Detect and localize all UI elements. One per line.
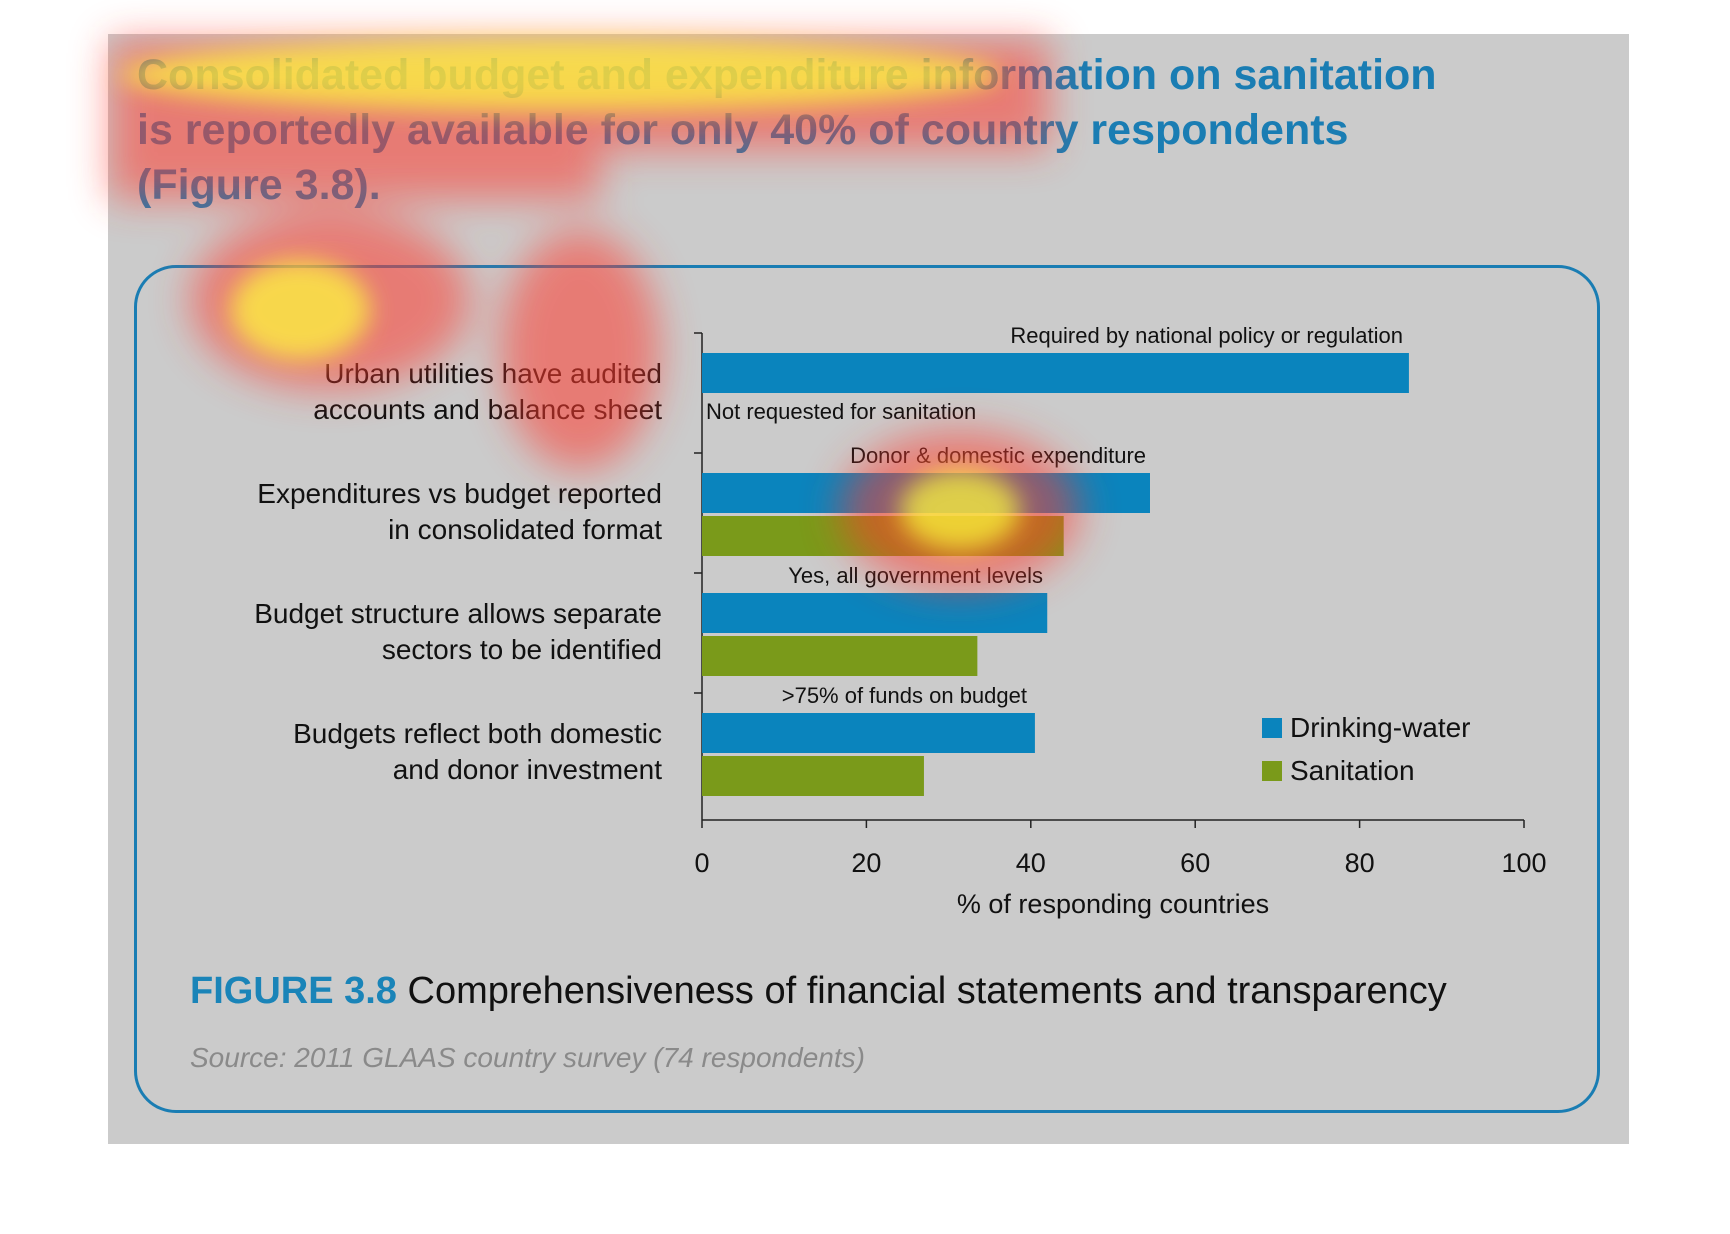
- x-tick-label: 80: [1345, 848, 1375, 878]
- bar-sanitation: [702, 636, 978, 676]
- category-label: Budget structure allows separate: [254, 598, 662, 629]
- category-label: accounts and balance sheet: [313, 394, 662, 425]
- bar-sanitation: [702, 756, 924, 796]
- bar-annotation: >75% of funds on budget: [782, 683, 1027, 708]
- source-note: Source: 2011 GLAAS country survey (74 re…: [190, 1042, 865, 1073]
- legend-label-drinking-water: Drinking-water: [1290, 712, 1471, 743]
- bar-drinking-water: [702, 713, 1035, 753]
- x-tick-label: 100: [1501, 848, 1546, 878]
- x-tick-label: 40: [1016, 848, 1046, 878]
- category-label: sectors to be identified: [382, 634, 662, 665]
- bar-sanitation: [702, 516, 1064, 556]
- legend-swatch-drinking-water: [1262, 718, 1282, 738]
- category-label: Expenditures vs budget reported: [257, 478, 662, 509]
- x-tick-label: 20: [851, 848, 881, 878]
- figure-label: FIGURE 3.8: [190, 970, 397, 1012]
- bar-annotation-not-requested: Not requested for sanitation: [706, 399, 976, 424]
- category-label: and donor investment: [393, 754, 663, 785]
- legend-swatch-sanitation: [1262, 761, 1282, 781]
- x-tick-label: 60: [1180, 848, 1210, 878]
- bar-drinking-water: [702, 353, 1409, 393]
- bar-annotation: Required by national policy or regulatio…: [1010, 323, 1403, 348]
- chart-frame: [134, 265, 1600, 1113]
- x-axis-title: % of responding countries: [957, 889, 1269, 919]
- bar-drinking-water: [702, 473, 1150, 513]
- figure-caption: FIGURE 3.8 Comprehensiveness of financia…: [190, 970, 1447, 1013]
- x-tick-label: 0: [694, 848, 709, 878]
- figure-title: Comprehensiveness of financial statement…: [407, 970, 1447, 1012]
- bar-annotation: Donor & domestic expenditure: [850, 443, 1146, 468]
- bar-annotation: Yes, all government levels: [788, 563, 1043, 588]
- legend-label-sanitation: Sanitation: [1290, 755, 1415, 786]
- category-label: in consolidated format: [388, 514, 662, 545]
- bar-drinking-water: [702, 593, 1048, 633]
- category-label: Budgets reflect both domestic: [293, 718, 662, 749]
- category-label: Urban utilities have audited: [324, 358, 662, 389]
